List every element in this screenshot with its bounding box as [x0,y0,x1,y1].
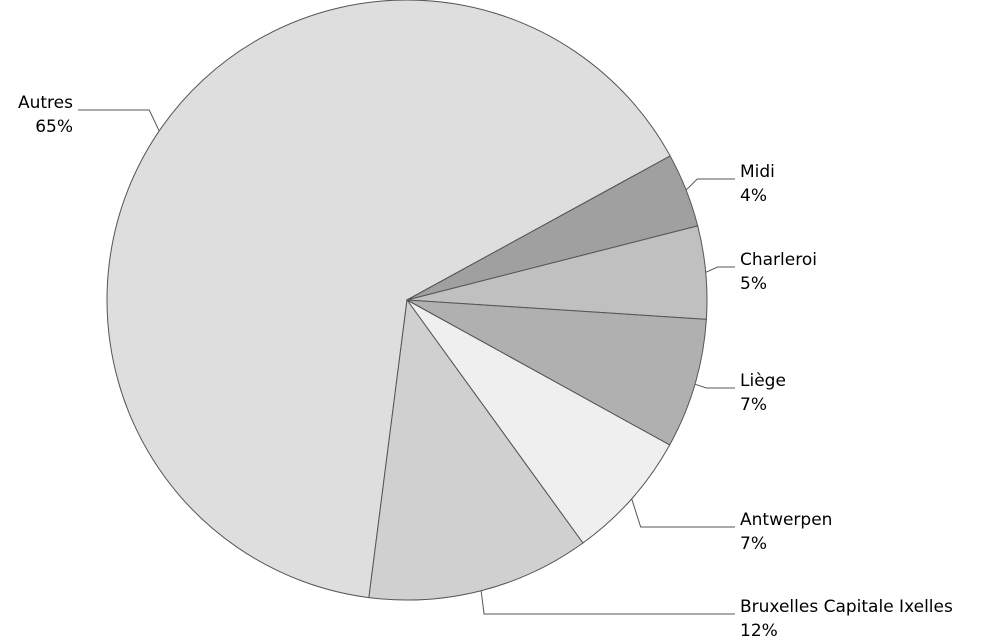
leader-line [480,590,735,615]
pie-slice [106,0,671,599]
slice-label: Autres [18,93,73,113]
leader-line [78,109,160,132]
slice-value-label: 65% [35,117,73,137]
slice-label: Antwerpen [740,510,832,530]
leader-line [685,178,735,191]
slice-value-label: 7% [740,534,767,554]
slice-label: Midi [740,162,775,182]
slice-value-label: 7% [740,395,767,415]
slice-value-label: 5% [740,274,767,294]
leader-line [631,498,735,528]
leader-line [694,383,735,389]
slice-value-label: 4% [740,186,767,206]
slice-label: Liège [740,371,786,391]
leader-line [705,266,735,273]
slice-value-label: 12% [740,621,778,640]
slice-label: Bruxelles Capitale Ixelles [740,597,953,617]
slice-label: Charleroi [740,250,817,270]
